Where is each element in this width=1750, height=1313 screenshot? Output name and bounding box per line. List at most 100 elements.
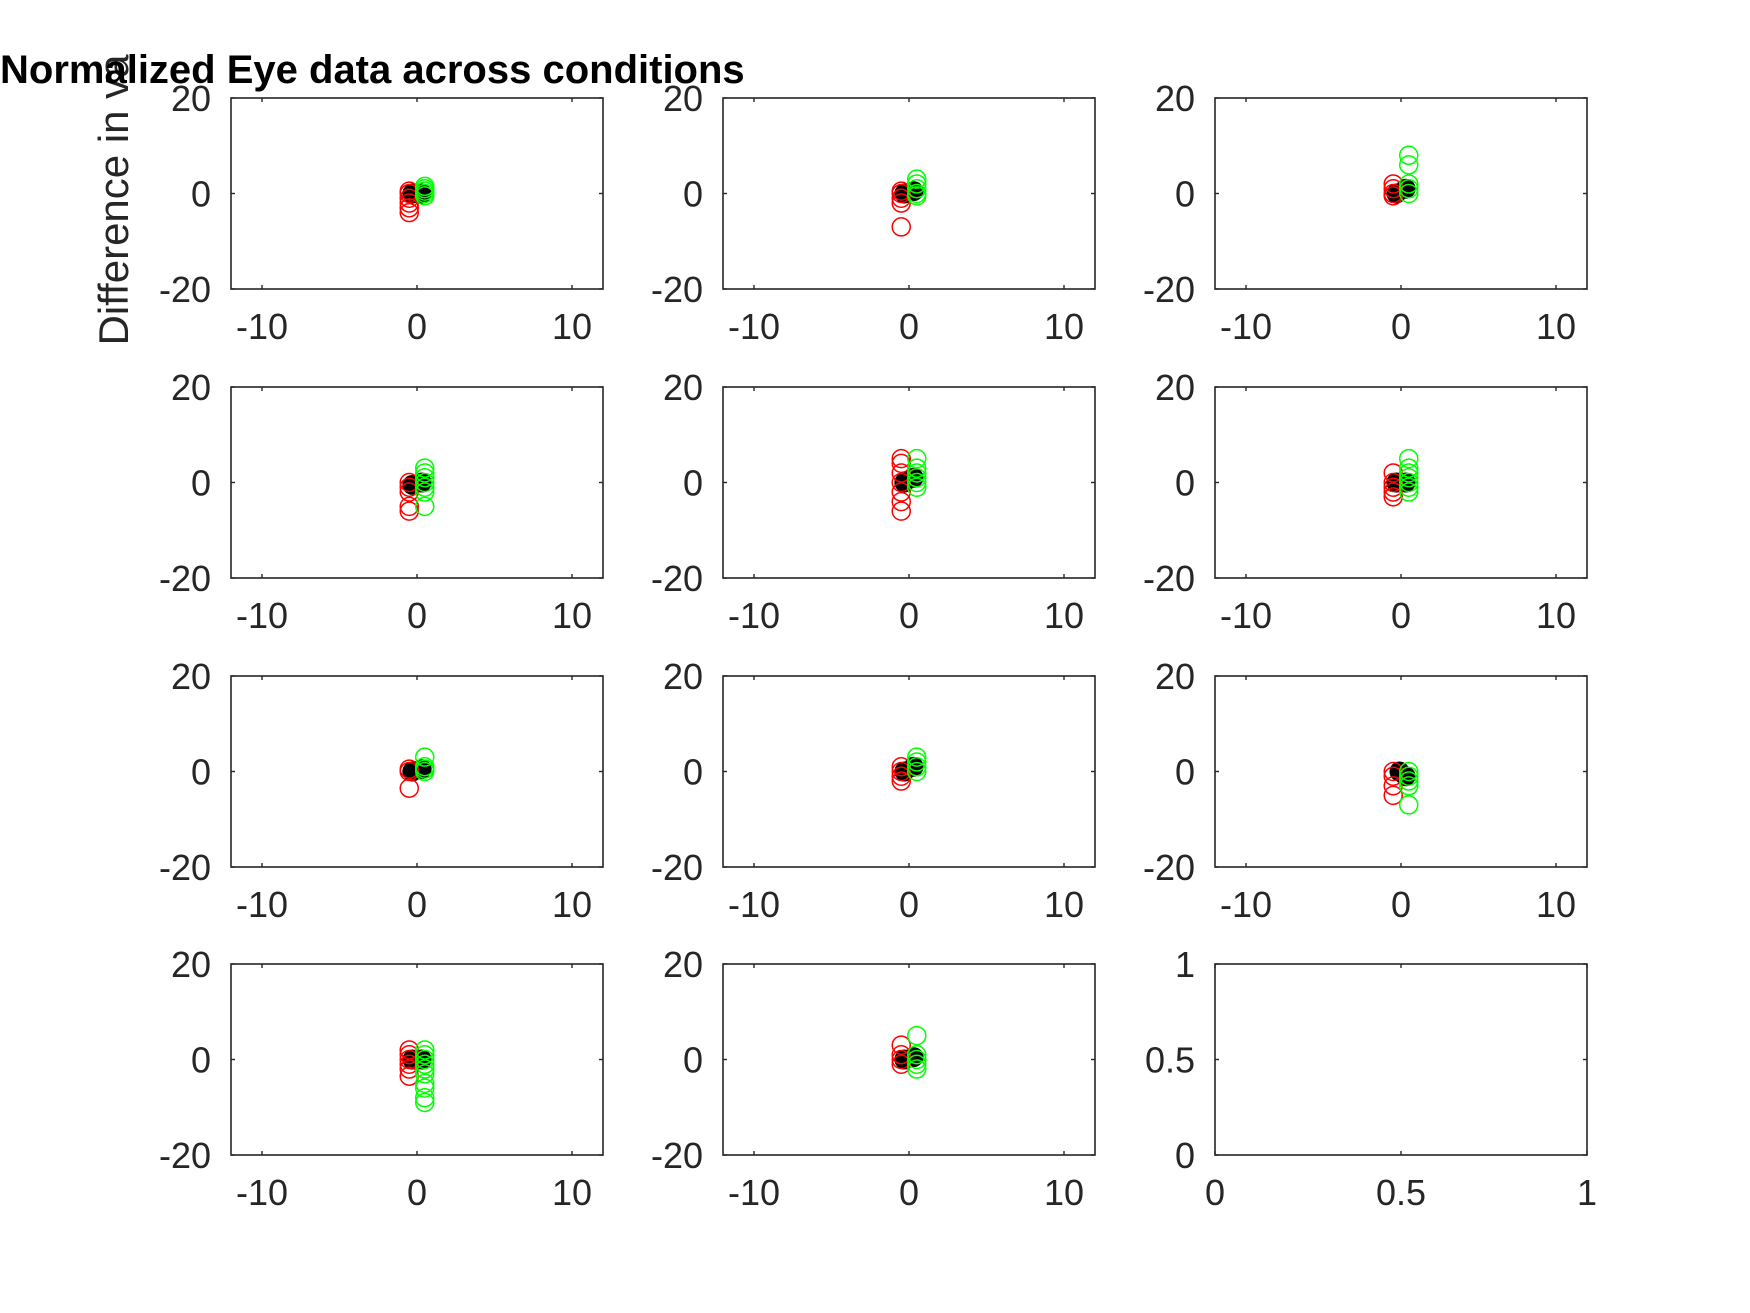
x-tick-label: 0: [1391, 306, 1411, 347]
green-data-point: [1399, 448, 1419, 469]
green-data-point: [415, 467, 435, 488]
red-data-point: [399, 181, 419, 201]
x-tick-label: -10: [728, 1172, 780, 1213]
subplot-8: -10 0 10 -20 0 20: [651, 656, 1096, 925]
subplot-4: -10 0 10 -20 0 20: [159, 367, 604, 636]
green-data-point: [1399, 766, 1419, 787]
red-data-point: [1383, 463, 1403, 483]
green-data-point: [415, 477, 435, 498]
green-data-point: [415, 1078, 435, 1098]
green-data-point: [1399, 183, 1419, 204]
red-data-point: [891, 1044, 911, 1065]
y-tick-label: 20: [663, 78, 703, 119]
red-data-point: [1383, 178, 1403, 199]
x-tick-label: 10: [1044, 595, 1084, 636]
y-tick-label: 0: [1175, 1135, 1195, 1176]
subplot-2: -10 0 10 -20 0 20: [651, 78, 1096, 347]
figure-title: Normalized Eye data across conditions: [0, 48, 745, 92]
green-data-point: [907, 174, 927, 194]
y-tick-label: 0: [683, 463, 703, 504]
green-data-point: [907, 761, 927, 782]
green-data-point: [415, 496, 435, 517]
y-tick-label: 20: [171, 367, 211, 408]
red-data-point: [891, 463, 911, 483]
y-axis-label: Difference in va: [90, 54, 137, 346]
subplot-grid: -10 0 10 -20 0 20 -10 0 10 -20 0 20 -10 0 10 -20 0 20 -10 0…: [159, 78, 1597, 1213]
y-tick-label: -20: [651, 269, 703, 310]
x-tick-label: -10: [1220, 884, 1272, 925]
x-tick-label: -10: [236, 884, 288, 925]
subplot-5: -10 0 10 -20 0 20: [651, 367, 1096, 636]
x-tick-label: 10: [1536, 884, 1576, 925]
y-tick-label: -20: [1143, 847, 1195, 888]
green-data-point: [907, 1054, 927, 1075]
green-data-point: [907, 467, 927, 488]
green-data-point: [415, 759, 435, 779]
subplot-9: -10 0 10 -20 0 20: [1143, 656, 1588, 925]
y-tick-label: -20: [1143, 558, 1195, 599]
x-tick-label: 10: [1044, 884, 1084, 925]
green-data-point: [907, 186, 927, 206]
x-tick-label: 10: [1044, 1172, 1084, 1213]
green-data-point: [415, 1064, 435, 1084]
red-data-point: [399, 501, 419, 521]
green-data-point: [415, 176, 435, 197]
y-tick-label: 0: [683, 1040, 703, 1081]
x-tick-label: -10: [728, 306, 780, 347]
x-tick-label: 0: [1391, 884, 1411, 925]
green-data-point: [415, 1049, 435, 1070]
x-tick-label: 10: [552, 306, 592, 347]
green-data-point: [415, 463, 435, 483]
red-data-point: [1383, 472, 1403, 493]
green-data-point: [415, 1040, 435, 1060]
y-tick-label: 0: [1175, 752, 1195, 793]
y-tick-label: 0: [683, 752, 703, 793]
x-tick-label: 0: [407, 1172, 427, 1213]
green-data-point: [907, 752, 927, 772]
green-data-point: [415, 472, 435, 493]
red-data-point: [891, 756, 911, 777]
red-data-point: [1383, 477, 1403, 498]
red-data-point: [891, 766, 911, 787]
green-data-point: [907, 448, 927, 469]
red-data-point: [399, 477, 419, 498]
red-data-point: [891, 771, 911, 791]
red-data-point: [891, 217, 911, 237]
y-tick-label: 0: [191, 463, 211, 504]
y-tick-label: -20: [159, 847, 211, 888]
subplot-6: -10 0 10 -20 0 20: [1143, 367, 1588, 636]
subplot-3: -10 0 10 -20 0 20: [1143, 78, 1588, 347]
x-tick-label: 10: [552, 884, 592, 925]
x-tick-label: 10: [1044, 306, 1084, 347]
x-tick-label: -10: [728, 884, 780, 925]
green-data-point: [1399, 458, 1419, 478]
red-data-point: [891, 453, 911, 474]
green-data-point: [415, 1087, 435, 1108]
green-data-point: [1399, 795, 1419, 815]
x-tick-label: 0: [407, 595, 427, 636]
y-tick-label: -20: [651, 558, 703, 599]
x-tick-label: -10: [236, 595, 288, 636]
subplot-7: -10 0 10 -20 0 20: [159, 656, 604, 925]
green-data-point: [1399, 178, 1419, 199]
red-data-point: [399, 1054, 419, 1075]
subplot-12: 0 0.5 1 0 0.5 1: [1145, 944, 1597, 1213]
red-data-point: [1383, 174, 1403, 194]
x-tick-label: -10: [1220, 595, 1272, 636]
y-tick-label: 20: [1155, 656, 1195, 697]
green-data-point: [415, 747, 435, 767]
green-data-point: [415, 458, 435, 478]
red-data-point: [891, 1054, 911, 1075]
red-data-point: [891, 188, 911, 209]
x-tick-label: 0: [899, 595, 919, 636]
y-tick-label: 20: [1155, 78, 1195, 119]
green-data-point: [907, 1025, 927, 1046]
red-data-point: [399, 198, 419, 218]
green-data-point: [1399, 155, 1419, 175]
green-data-point: [1399, 463, 1419, 483]
x-tick-label: 0: [899, 884, 919, 925]
x-tick-label: 0.5: [1376, 1172, 1426, 1213]
red-data-point: [1383, 766, 1403, 787]
green-data-point: [907, 458, 927, 478]
red-data-point: [891, 1035, 911, 1055]
